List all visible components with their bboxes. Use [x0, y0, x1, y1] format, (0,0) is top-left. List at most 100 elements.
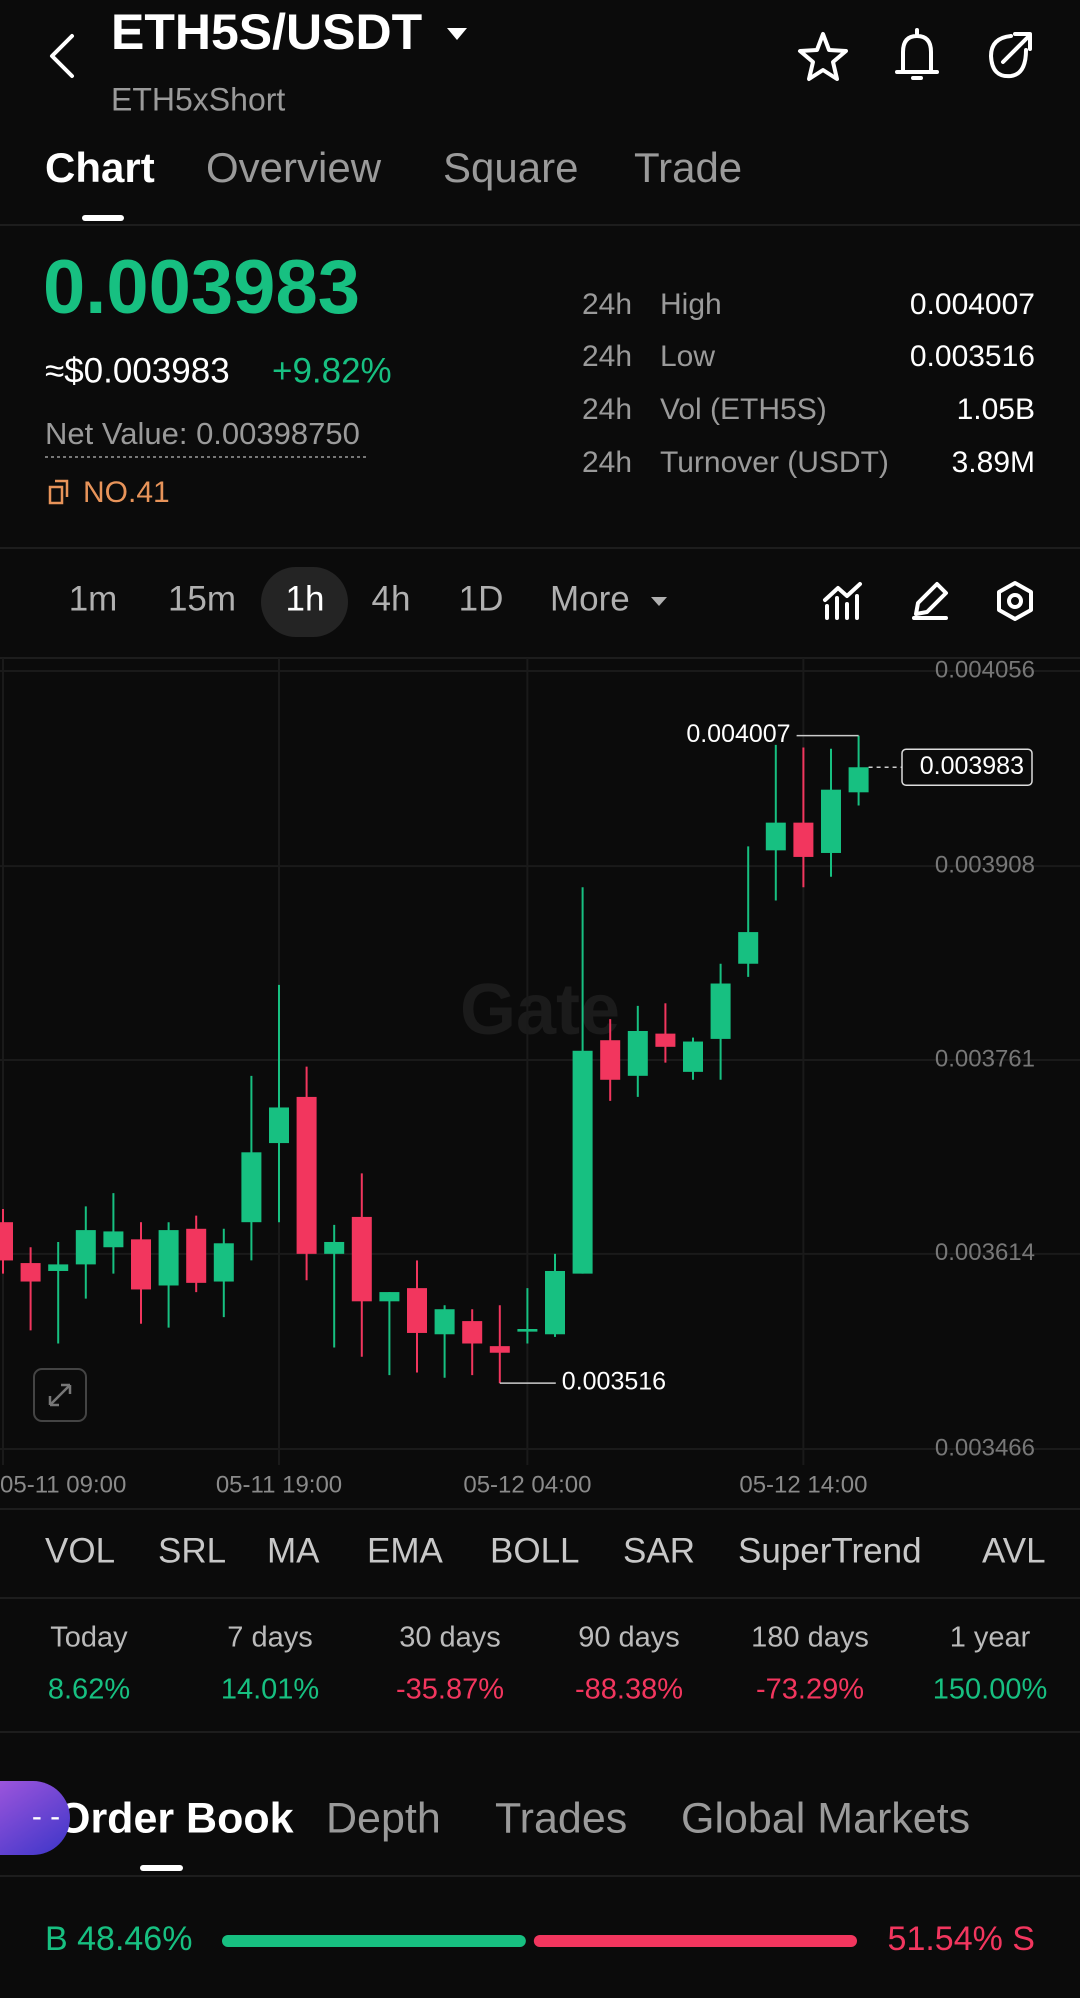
indicator[interactable]: MA [267, 1531, 320, 1570]
candle-body [738, 932, 759, 964]
buy-ratio-label: B 48.46% [45, 1920, 192, 1958]
interval-more[interactable]: More [550, 579, 630, 618]
candle-body [0, 1222, 13, 1261]
more-dropdown[interactable] [651, 597, 667, 606]
y-tick-label: 0.003614 [935, 1239, 1035, 1266]
performance-period: Today [50, 1622, 128, 1654]
stat-label: High [660, 288, 722, 321]
candle-body [821, 789, 841, 853]
book-tab-underline [140, 1865, 183, 1871]
indicator[interactable]: EMA [367, 1531, 444, 1570]
candle-body [545, 1270, 565, 1335]
performance-value: -88.38% [575, 1674, 683, 1706]
x-tick-label: 05-12 04:00 [463, 1471, 591, 1498]
performance-value: 14.01% [221, 1674, 319, 1706]
book-tab[interactable]: Trades [495, 1794, 627, 1842]
indicator[interactable]: SuperTrend [738, 1531, 922, 1570]
net-value[interactable]: Net Value: 0.00398750 [45, 416, 360, 451]
performance-value: 8.62% [48, 1674, 130, 1706]
indicator-icon[interactable] [823, 582, 862, 620]
interval[interactable]: 4h [372, 579, 411, 618]
alert-icon[interactable] [895, 28, 939, 80]
stat-value: 0.004007 [910, 288, 1035, 321]
interval-selected-bg [261, 567, 348, 637]
indicator[interactable]: VOL [45, 1531, 115, 1570]
draw-icon[interactable] [912, 582, 948, 620]
back-button[interactable] [50, 34, 74, 78]
fullscreen-button[interactable] [33, 1368, 87, 1422]
x-tick-label: 05-11 09:00 [0, 1471, 126, 1498]
indicator[interactable]: SRL [158, 1531, 226, 1570]
book-tab[interactable]: Depth [326, 1794, 441, 1842]
tab[interactable]: Square [443, 144, 578, 191]
favorite-icon[interactable] [798, 32, 848, 81]
indicator[interactable]: BOLL [490, 1531, 580, 1570]
settings-icon[interactable] [997, 581, 1033, 621]
stat-value: 1.05B [957, 393, 1035, 426]
watermark: Gate [460, 970, 620, 1050]
candlestick-chart: Gate 0.003466 0.003614 0.003761 0.003908 0.00… [0, 656, 1080, 1498]
rank-icon [48, 479, 69, 505]
buy-ratio-bar [222, 1935, 526, 1947]
tab[interactable]: Trade [634, 144, 742, 191]
interval[interactable]: 15m [168, 579, 236, 618]
candle-body [710, 983, 731, 1039]
indicator[interactable]: SAR [623, 1531, 695, 1570]
pair-title[interactable]: ETH5S/USDT [111, 4, 422, 60]
share-icon[interactable] [989, 32, 1032, 79]
stat-period: 24h [582, 446, 632, 479]
tab-underline [82, 215, 124, 221]
performance-value: -73.29% [756, 1674, 864, 1706]
stat-period: 24h [582, 393, 632, 426]
candle-body [296, 1096, 317, 1254]
candle-body [683, 1041, 703, 1072]
performance-value: -35.87% [396, 1674, 504, 1706]
float-button[interactable] [0, 1781, 70, 1855]
candle-body [848, 767, 869, 793]
book-tab-active[interactable]: Order Book [57, 1794, 294, 1842]
pair-dropdown[interactable] [447, 28, 467, 40]
candle-body [627, 1030, 648, 1076]
price-change: +9.82% [272, 351, 392, 390]
candle-body [103, 1231, 124, 1248]
stat-period: 24h [582, 288, 632, 321]
interval-selected[interactable]: 1h [286, 579, 325, 618]
y-tick-label: 0.003761 [935, 1045, 1035, 1072]
candle-body [351, 1216, 372, 1302]
candle-body [131, 1239, 151, 1290]
performance-value: 150.00% [933, 1674, 1048, 1706]
performance-period: 1 year [950, 1622, 1031, 1654]
tab[interactable]: Overview [206, 144, 382, 191]
high-marker-label: 0.004007 [686, 720, 790, 748]
candle-body [213, 1243, 234, 1282]
last-price: 0.003983 [43, 245, 360, 330]
fullscreen-icon [48, 1383, 72, 1407]
candle-body [765, 822, 786, 851]
float-button-label[interactable]: - - [32, 1800, 60, 1833]
stat-value: 0.003516 [910, 340, 1035, 373]
stat-period: 24h [582, 340, 632, 373]
candle-body [241, 1152, 262, 1223]
pair-subtitle: ETH5xShort [111, 81, 285, 117]
indicator[interactable]: AVL [982, 1531, 1046, 1570]
book-tab[interactable]: Global Markets [681, 1794, 970, 1842]
candle-body [20, 1263, 41, 1282]
last-price-label: 0.003983 [920, 752, 1024, 780]
stat-label: Vol (ETH5S) [660, 393, 827, 426]
tab-active[interactable]: Chart [45, 144, 155, 191]
candle-body [324, 1241, 345, 1254]
interval[interactable]: 1m [69, 579, 118, 618]
candle-body [48, 1264, 69, 1271]
candle-body [793, 822, 814, 857]
candle-body [75, 1230, 96, 1265]
candle-body [186, 1228, 207, 1283]
x-tick-label: 05-12 14:00 [739, 1471, 867, 1498]
x-tick-label: 05-11 19:00 [216, 1471, 342, 1498]
candle-body [407, 1288, 427, 1333]
y-tick-label: 0.003908 [935, 852, 1035, 879]
candle-body [269, 1107, 289, 1144]
interval[interactable]: 1D [459, 579, 504, 618]
sell-ratio-bar [533, 1935, 857, 1947]
